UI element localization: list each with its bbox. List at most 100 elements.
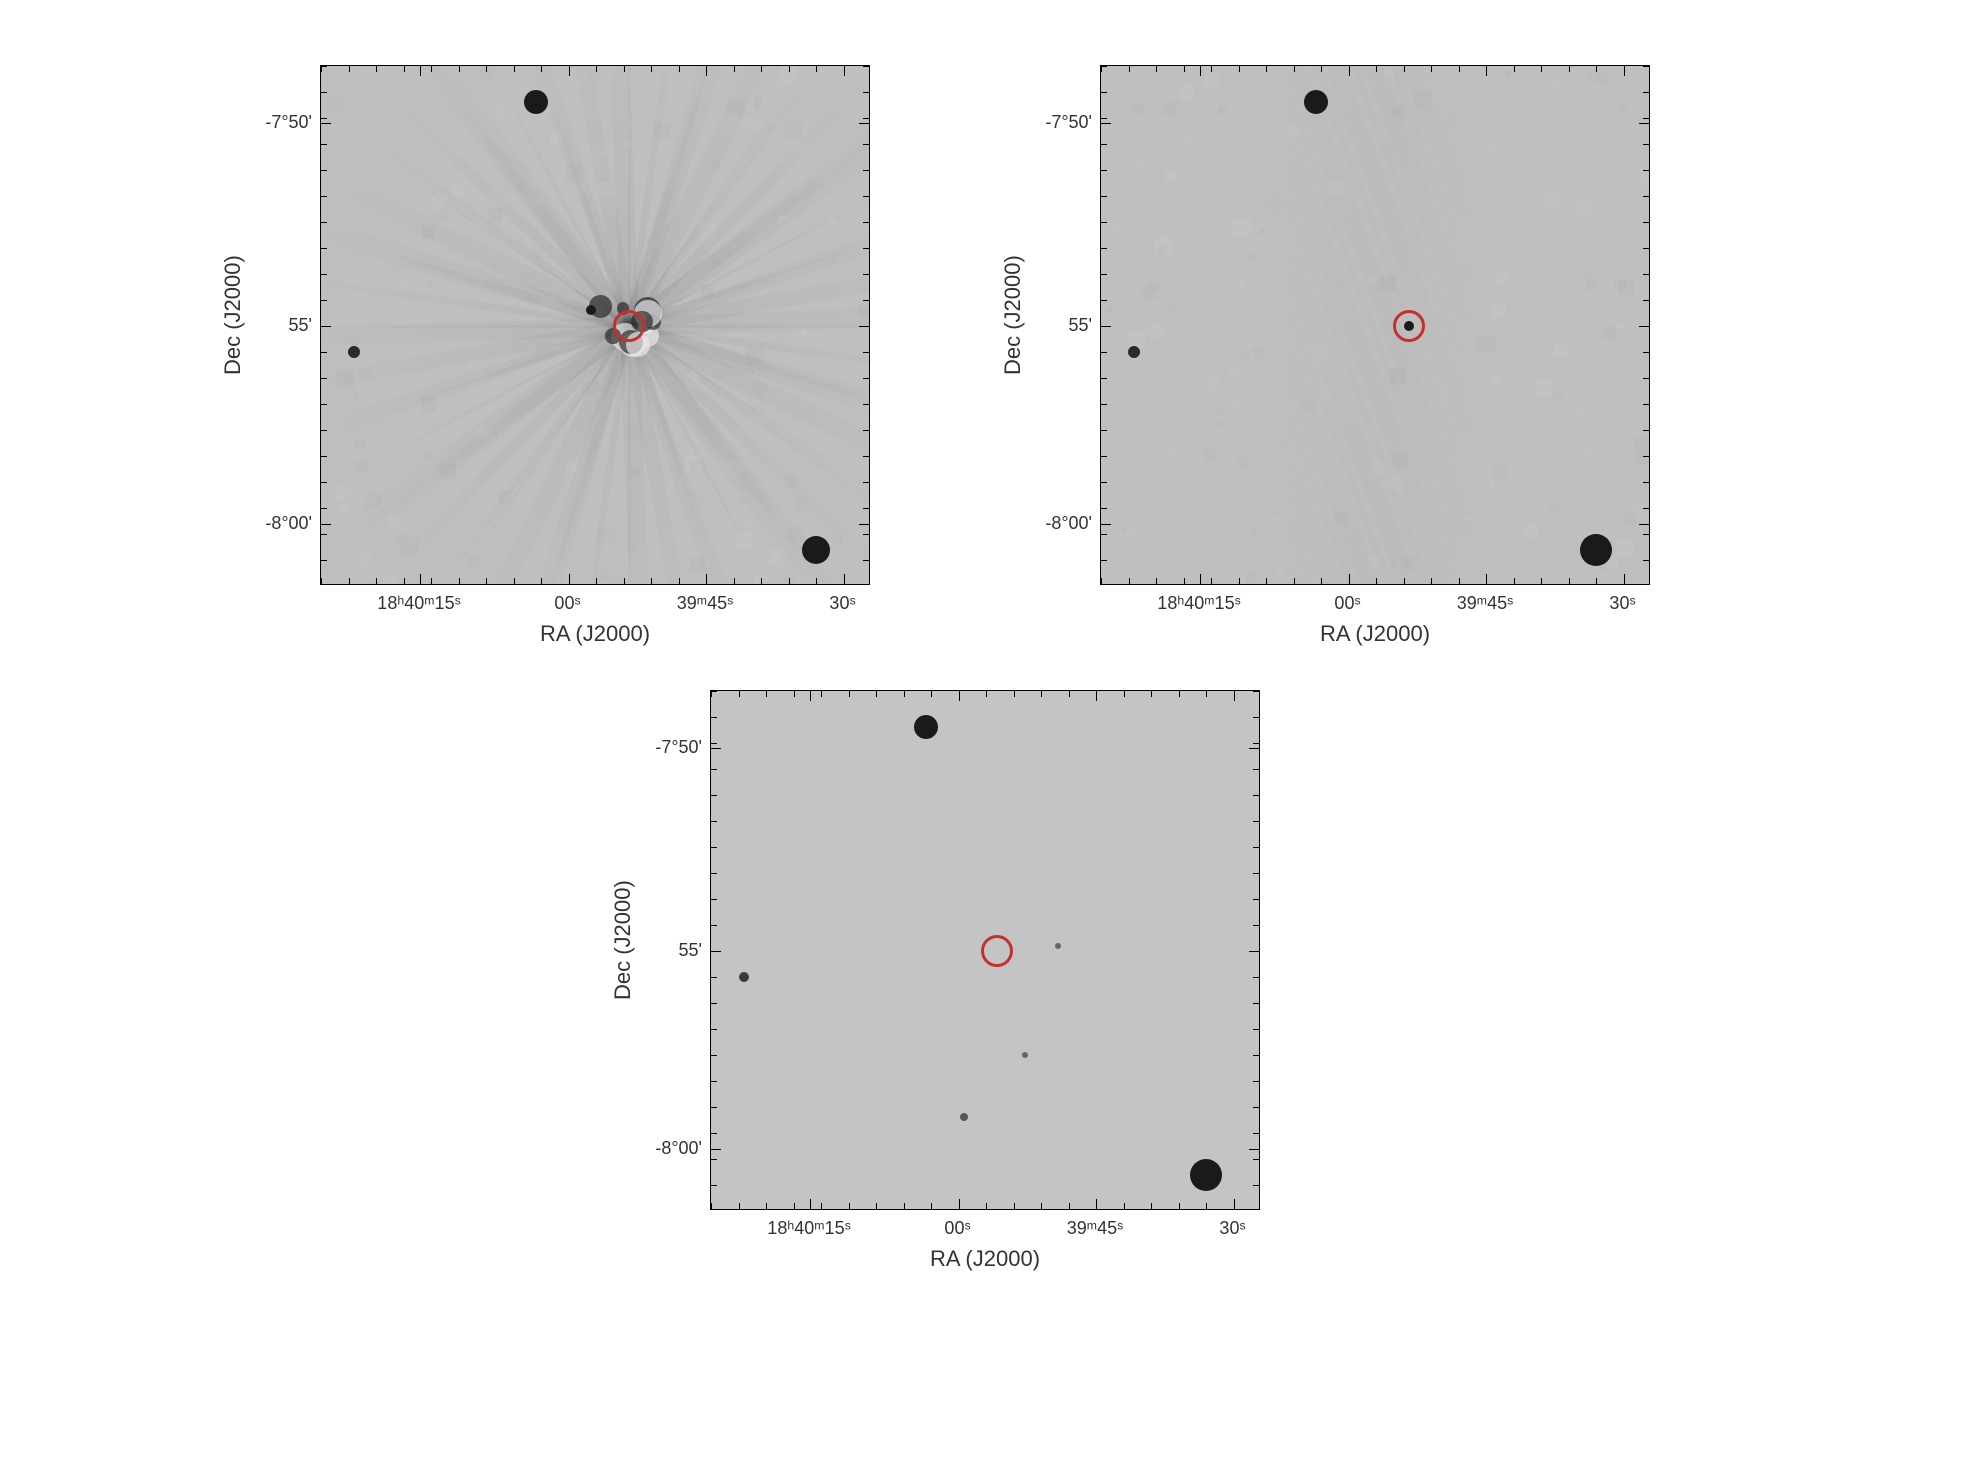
x-minor-tick — [679, 66, 680, 72]
noise-overlay — [321, 66, 869, 584]
plot-area-top-right — [1100, 65, 1650, 585]
y-minor-tick — [863, 378, 869, 379]
y-minor-tick — [321, 118, 327, 119]
x-minor-tick — [1294, 578, 1295, 584]
source-dot — [1580, 534, 1612, 566]
y-tick — [859, 123, 869, 124]
x-minor-tick — [1459, 66, 1460, 72]
y-minor-tick — [1101, 300, 1107, 301]
x-minor-tick — [514, 578, 515, 584]
x-minor-tick — [376, 578, 377, 584]
y-tick — [1249, 748, 1259, 749]
x-minor-tick — [651, 578, 652, 584]
x-minor-tick — [904, 1203, 905, 1209]
y-minor-tick — [711, 795, 717, 796]
y-axis-label: Dec (J2000) — [610, 880, 636, 1000]
y-minor-tick — [321, 352, 327, 353]
y-minor-tick — [1643, 300, 1649, 301]
y-minor-tick — [1101, 170, 1107, 171]
x-minor-tick — [986, 691, 987, 697]
y-minor-tick — [1643, 326, 1649, 327]
y-minor-tick — [1643, 456, 1649, 457]
x-minor-tick — [1129, 66, 1130, 72]
y-minor-tick — [1253, 925, 1259, 926]
y-minor-tick — [863, 534, 869, 535]
plot-area-top-left — [320, 65, 870, 585]
x-minor-tick — [1349, 578, 1350, 584]
x-tick — [420, 66, 421, 76]
x-minor-tick — [1234, 1203, 1235, 1209]
x-minor-tick — [1014, 1203, 1015, 1209]
y-minor-tick — [1253, 1133, 1259, 1134]
x-minor-tick — [624, 66, 625, 72]
y-minor-tick — [711, 847, 717, 848]
x-minor-tick — [376, 66, 377, 72]
x-minor-tick — [541, 66, 542, 72]
y-minor-tick — [863, 482, 869, 483]
x-minor-tick — [1234, 691, 1235, 697]
y-minor-tick — [1643, 378, 1649, 379]
y-minor-tick — [711, 951, 717, 952]
x-minor-tick — [1321, 66, 1322, 72]
y-minor-tick — [321, 92, 327, 93]
x-minor-tick — [349, 66, 350, 72]
x-minor-tick — [1156, 66, 1157, 72]
y-minor-tick — [1101, 66, 1107, 67]
y-minor-tick — [1101, 430, 1107, 431]
x-minor-tick — [959, 691, 960, 697]
y-minor-tick — [863, 300, 869, 301]
x-minor-tick — [321, 578, 322, 584]
x-tick-label: 30ˢ — [1609, 593, 1635, 614]
x-minor-tick — [1151, 1203, 1152, 1209]
x-tick-label: 39ᵐ45ˢ — [677, 593, 733, 614]
x-minor-tick — [1376, 578, 1377, 584]
y-minor-tick — [711, 717, 717, 718]
x-tick-label: 39ᵐ45ˢ — [1457, 593, 1513, 614]
y-minor-tick — [1253, 977, 1259, 978]
x-minor-tick — [1096, 691, 1097, 697]
source-dot — [524, 90, 548, 114]
y-minor-tick — [1253, 821, 1259, 822]
x-minor-tick — [1101, 578, 1102, 584]
x-minor-tick — [1404, 578, 1405, 584]
y-minor-tick — [863, 404, 869, 405]
y-minor-tick — [863, 66, 869, 67]
y-minor-tick — [1253, 1185, 1259, 1186]
x-tick-label: 00ˢ — [944, 1218, 970, 1239]
y-minor-tick — [863, 248, 869, 249]
x-minor-tick — [459, 66, 460, 72]
x-minor-tick — [486, 66, 487, 72]
x-minor-tick — [1184, 66, 1185, 72]
y-minor-tick — [711, 873, 717, 874]
y-minor-tick — [711, 1185, 717, 1186]
x-minor-tick — [1014, 691, 1015, 697]
source-dot — [960, 1113, 968, 1121]
x-minor-tick — [1124, 1203, 1125, 1209]
y-minor-tick — [711, 1055, 717, 1056]
y-minor-tick — [1643, 560, 1649, 561]
y-minor-tick — [1643, 118, 1649, 119]
y-minor-tick — [863, 326, 869, 327]
y-tick-label: 55' — [679, 940, 702, 961]
x-minor-tick — [844, 66, 845, 72]
x-minor-tick — [766, 691, 767, 697]
x-minor-tick — [1431, 66, 1432, 72]
y-minor-tick — [321, 300, 327, 301]
y-minor-tick — [1253, 1107, 1259, 1108]
noise-overlay — [1101, 66, 1649, 584]
x-minor-tick — [404, 66, 405, 72]
x-minor-tick — [849, 1203, 850, 1209]
y-minor-tick — [1101, 92, 1107, 93]
panel-top-left: 18ʰ40ᵐ15ˢ00ˢ39ᵐ45ˢ30ˢ-7°50'55'-8°00'RA (… — [180, 55, 880, 655]
y-tick — [711, 748, 721, 749]
y-tick-label: -8°00' — [655, 1138, 702, 1159]
x-minor-tick — [734, 66, 735, 72]
x-minor-tick — [821, 691, 822, 697]
source-dot — [586, 305, 596, 315]
x-minor-tick — [569, 578, 570, 584]
x-minor-tick — [1266, 66, 1267, 72]
x-minor-tick — [431, 66, 432, 72]
y-minor-tick — [321, 534, 327, 535]
y-minor-tick — [863, 508, 869, 509]
x-minor-tick — [1179, 691, 1180, 697]
